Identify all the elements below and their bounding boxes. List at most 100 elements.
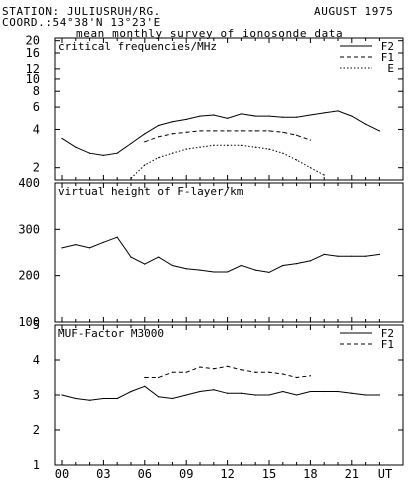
data-point-f2 [144,385,146,387]
data-point-hf [185,268,187,270]
chart-subtitle: mean monthly survey of ionosonde data [76,27,344,40]
data-point-f2 [309,390,311,393]
y-tick-label: 2 [33,423,40,437]
x-tick-label: 15 [262,467,276,480]
data-point-f1 [296,134,298,136]
data-point-f2 [378,130,380,132]
data-point-f2 [89,399,91,401]
series-line-hf-panel-2 [61,236,380,273]
data-point-e [171,152,173,154]
data-point-f2 [171,397,173,400]
data-point-f2 [296,116,298,118]
data-point-f1 [144,141,146,143]
data-point-e [268,148,270,150]
data-point-e [227,144,229,146]
x-tick-label: 12 [220,467,234,480]
y-tick-label: 5 [33,318,40,332]
data-point-f2 [254,394,256,396]
data-point-e [130,177,132,179]
data-point-f1 [254,371,256,373]
y-tick-label: 2 [33,161,40,175]
data-point-f2 [144,133,146,135]
data-point-f1 [185,131,187,133]
data-point-hf [144,263,146,265]
data-point-f1 [199,366,201,368]
data-point-e [158,157,160,159]
data-point-f2 [130,390,132,393]
y-tick-label: 4 [33,353,40,367]
y-tick-label: 16 [26,46,40,60]
data-point-f2 [116,397,118,400]
data-point-hf [227,271,229,273]
y-tick-label: 200 [18,269,40,283]
y-tick-label: 300 [18,222,40,236]
data-point-f2 [158,124,160,127]
x-tick-label: 21 [345,467,359,480]
data-point-f1 [309,139,311,141]
data-point-f1 [227,365,229,367]
data-point-f1 [254,130,256,132]
data-point-f2 [158,396,160,398]
data-point-e [254,146,256,148]
data-point-f2 [365,394,367,396]
data-point-e [240,144,242,146]
data-point-f2 [240,113,242,115]
panel-2-frame [54,182,404,323]
data-point-f1 [268,371,270,373]
data-point-f2 [130,142,132,145]
data-point-f2 [282,116,284,118]
date-label: AUGUST 1975 [314,5,394,18]
data-point-e [309,167,311,169]
data-point-f2 [378,394,380,396]
data-point-hf [323,253,325,255]
data-point-f2 [351,115,353,117]
data-point-f2 [282,390,284,393]
data-point-f2 [254,115,256,117]
x-tick-label: 06 [138,467,152,480]
data-point-f1 [296,376,298,379]
data-point-f1 [268,130,270,132]
data-point-hf [116,236,118,238]
data-point-f2 [309,114,311,116]
data-point-f2 [185,394,187,396]
data-point-f1 [282,373,284,375]
data-point-f2 [337,390,339,393]
y-tick-label: 6 [33,100,40,114]
legend-label-f1: F1 [381,51,394,64]
panel-1-title: critical frequencies/MHz [58,40,217,53]
data-point-f1 [199,130,201,132]
data-point-f2 [75,397,77,400]
data-point-hf [240,264,242,267]
data-point-f2 [213,114,215,116]
data-point-f2 [296,394,298,396]
data-point-f1 [309,375,311,377]
legend-label-e: E [387,62,394,75]
x-tick-label: 18 [303,467,317,480]
y-tick-label: 1 [33,458,40,472]
data-point-e [213,144,215,146]
data-point-hf [61,247,63,249]
series-line-f2-panel-3 [61,385,380,401]
data-point-f1 [240,130,242,132]
data-point-f1 [282,131,284,133]
data-point-f2 [185,118,187,121]
data-point-hf [130,256,132,258]
y-tick-label: 20 [26,34,40,48]
data-point-f2 [199,115,201,117]
data-point-f2 [227,392,229,394]
data-point-f2 [240,392,242,394]
coordinates-label: COORD.:54°38'N 13°23'E [2,16,161,29]
data-point-hf [378,253,380,255]
data-point-f1 [158,376,160,379]
data-point-f2 [116,152,118,154]
x-tick-label: 03 [96,467,110,480]
data-point-f2 [61,394,63,396]
data-point-f1 [171,133,173,135]
data-point-hf [254,269,256,271]
x-tick-label: 09 [179,467,193,480]
data-point-f1 [240,369,242,371]
data-point-e [144,164,146,166]
data-point-e [199,146,201,148]
data-point-hf [199,269,201,271]
data-point-f2 [199,390,201,393]
